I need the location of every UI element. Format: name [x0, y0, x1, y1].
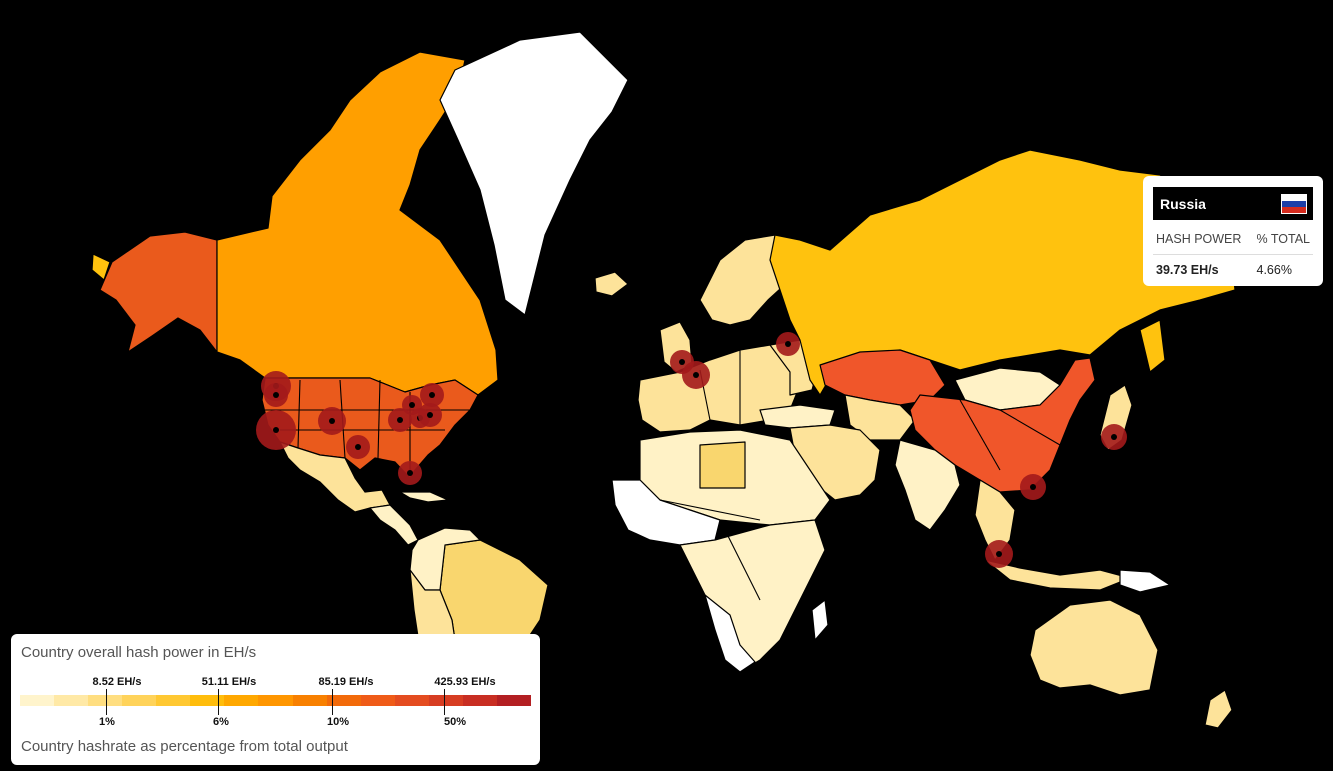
country-central-asia[interactable] [844, 394, 916, 441]
legend-title: Country overall hash power in EH/s [21, 644, 257, 661]
legend-color-step [326, 695, 361, 706]
country-central-africa[interactable] [679, 519, 826, 673]
country-madagascar[interactable] [811, 599, 829, 641]
mining-pool-dot [679, 359, 685, 365]
legend-color-step [360, 695, 395, 706]
country-greenland[interactable] [439, 31, 629, 316]
country-cuba[interactable] [399, 491, 449, 503]
country-new-zealand[interactable] [1204, 689, 1233, 729]
tooltip-header: Russia [1153, 187, 1313, 220]
country-tooltip: Russia HASH POWER % TOTAL 39.73 EH/s 4.6… [1143, 176, 1323, 286]
country-iceland[interactable] [594, 271, 629, 297]
legend-color-step [190, 695, 225, 706]
legend-color-step [462, 695, 497, 706]
legend-color-step [224, 695, 259, 706]
map-legend: Country overall hash power in EH/s 8.52 … [11, 634, 540, 765]
legend-color-step [292, 695, 327, 706]
country-new-guinea[interactable] [1119, 569, 1171, 593]
legend-tick [106, 689, 107, 715]
country-russia-far-east[interactable] [1139, 319, 1166, 373]
mining-pool-dot [273, 427, 279, 433]
country-alaska-west-tip [91, 253, 111, 281]
legend-color-step [122, 695, 157, 706]
legend-footer: Country hashrate as percentage from tota… [21, 738, 348, 755]
tooltip-col-hash-power: HASH POWER [1153, 220, 1254, 255]
mining-pool-dot [1030, 484, 1036, 490]
legend-color-step [88, 695, 123, 706]
legend-tick-label: 8.52 EH/s [92, 676, 142, 688]
mining-pool-dot [427, 412, 433, 418]
legend-pct-label: 6% [213, 716, 229, 728]
mining-pool-dot [1111, 434, 1117, 440]
legend-color-step [394, 695, 429, 706]
mining-pool-dot [407, 470, 413, 476]
legend-tick [444, 689, 445, 715]
country-alaska[interactable] [99, 231, 218, 353]
mining-pool-dot [273, 392, 279, 398]
legend-color-step [428, 695, 463, 706]
mining-pool-dot [329, 418, 335, 424]
country-south-america-north[interactable] [409, 527, 481, 591]
legend-tick-label: 425.93 EH/s [434, 676, 496, 688]
russia-flag-icon [1281, 193, 1307, 214]
tooltip-col-total: % TOTAL [1253, 220, 1313, 255]
country-india[interactable] [894, 439, 961, 531]
legend-tick-label: 51.11 EH/s [201, 676, 257, 688]
tooltip-hash-power-value: 39.73 EH/s [1156, 263, 1219, 277]
tooltip-country-name: Russia [1160, 195, 1206, 212]
mining-pool-markers [256, 332, 1127, 568]
legend-color-step [54, 695, 89, 706]
mining-pool-dot [693, 372, 699, 378]
legend-tick [332, 689, 333, 715]
mining-pool-dot [409, 402, 415, 408]
mining-pool-dot [785, 341, 791, 347]
country-turkey[interactable] [759, 404, 836, 429]
legend-color-scale [20, 695, 531, 706]
legend-pct-label: 10% [326, 716, 350, 728]
country-australia[interactable] [1029, 599, 1159, 696]
mining-pool-dot [429, 392, 435, 398]
tooltip-percent-value: 4.66% [1256, 263, 1292, 277]
country-russia[interactable] [769, 149, 1236, 396]
legend-color-step [258, 695, 293, 706]
mining-pool-dot [397, 417, 403, 423]
legend-color-step [20, 695, 55, 706]
legend-pct-label: 50% [443, 716, 467, 728]
country-south-africa[interactable] [704, 594, 756, 673]
legend-tick [218, 689, 219, 715]
legend-tick-label: 85.19 EH/s [318, 676, 374, 688]
legend-pct-label: 1% [99, 716, 115, 728]
country-libya[interactable] [699, 441, 746, 489]
legend-color-step [496, 695, 531, 706]
legend-color-step [156, 695, 191, 706]
mining-pool-dot [996, 551, 1002, 557]
tooltip-table: HASH POWER % TOTAL 39.73 EH/s 4.66% [1153, 220, 1313, 285]
mining-pool-dot [355, 444, 361, 450]
country-central-america[interactable] [369, 504, 419, 546]
